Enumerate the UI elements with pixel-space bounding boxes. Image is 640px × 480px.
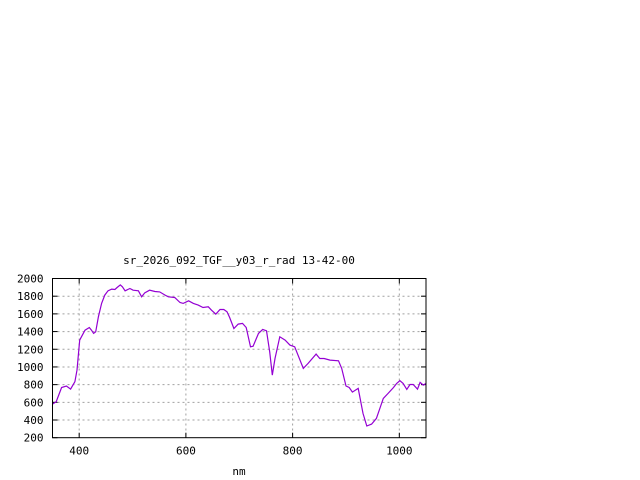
y-tick-label: 800 [24, 379, 44, 392]
y-tick-label: 400 [24, 414, 44, 427]
x-tick-label: 800 [283, 445, 303, 458]
y-tick-label: 1400 [17, 326, 44, 339]
plot-frame [52, 278, 427, 439]
x-tick-label: 400 [69, 445, 89, 458]
y-tick-label: 1800 [17, 290, 44, 303]
y-tick-label: 1000 [17, 361, 44, 374]
y-tick-label: 600 [24, 396, 44, 409]
y-tick-label: 2000 [17, 273, 44, 286]
x-tick-label: 600 [176, 445, 196, 458]
y-tick-label: 1200 [17, 343, 44, 356]
series-line [52, 284, 427, 427]
y-tick-label: 1600 [17, 308, 44, 321]
y-axis: 200 400 600 800 1000 1200 1400 1600 1800 2000 [17, 273, 426, 445]
grid [52, 278, 426, 438]
x-axis: 400 600 800 1000 [69, 278, 413, 458]
x-tick-label: 1000 [386, 445, 413, 458]
chart-title: sr_2026_092_TGF__y03_r_rad 13-42-00 [123, 254, 355, 267]
y-tick-label: 200 [24, 432, 44, 445]
x-axis-label: nm [232, 465, 246, 478]
